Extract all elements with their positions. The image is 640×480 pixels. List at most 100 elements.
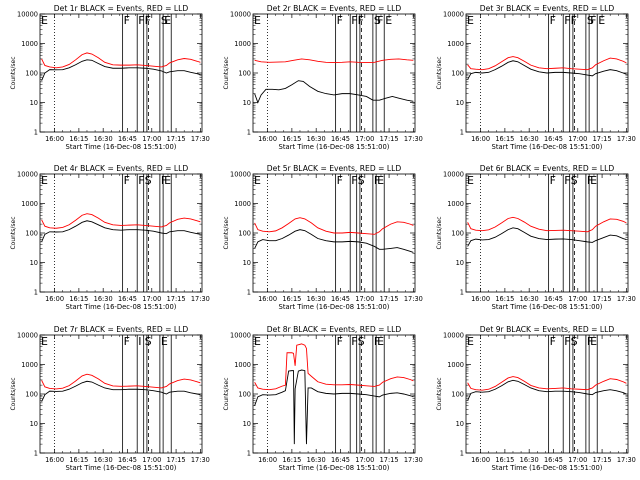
y-axis-label: Counts/sec xyxy=(10,56,17,89)
y-tick-label: 10000 xyxy=(230,171,251,179)
x-tick-label: 17:00 xyxy=(568,456,587,464)
chart-panel: Det 8r BLACK = Events, RED = LLD 1 10 100 10… xyxy=(223,325,423,472)
chart-title: Det 4r BLACK = Events, RED = LLD xyxy=(54,164,189,173)
flag-letter: F xyxy=(550,14,556,27)
lld-series-line xyxy=(467,376,627,391)
y-tick-label: 1 xyxy=(34,129,38,137)
flag-letter: F xyxy=(587,174,593,187)
chart-panel: Det 9r BLACK = Events, RED = LLD 1 10 100 10… xyxy=(436,325,636,472)
flag-letter: F xyxy=(124,174,130,187)
flag-letter: F xyxy=(337,335,343,348)
plot-frame xyxy=(39,173,203,293)
flag-letter: E xyxy=(467,174,474,187)
flag-letter: F xyxy=(587,335,593,348)
y-tick-label: 1000 xyxy=(234,361,251,369)
events-series-line xyxy=(41,220,201,243)
x-tick-label: 16:30 xyxy=(94,456,113,464)
flag-letter: F xyxy=(124,335,130,348)
x-tick-label: 17:00 xyxy=(142,135,161,143)
y-tick-label: 10 xyxy=(456,99,464,107)
flag-letter: F xyxy=(351,335,357,348)
flag-letter: E xyxy=(467,14,474,27)
x-tick-label: 17:00 xyxy=(568,135,587,143)
y-tick-label: 10000 xyxy=(443,171,464,179)
x-axis-label: Start Time (16-Dec-08 15:51:00) xyxy=(492,143,603,151)
x-axis-label: Start Time (16-Dec-08 15:51:00) xyxy=(492,303,603,311)
lld-series-line xyxy=(41,52,201,69)
x-tick-label: 16:15 xyxy=(495,135,514,143)
x-tick-label: 17:15 xyxy=(380,456,399,464)
flag-letter: F xyxy=(374,335,380,348)
flag-letter: F xyxy=(337,174,343,187)
plot-frame xyxy=(39,13,203,133)
flag-letter: S xyxy=(571,174,578,187)
y-tick-label: 100 xyxy=(451,230,464,238)
y-axis-label: Counts/sec xyxy=(223,216,230,249)
x-tick-label: 17:15 xyxy=(380,295,399,303)
y-tick-label: 10000 xyxy=(17,332,38,340)
chart-panel: Det 2r BLACK = Events, RED = LLD 1 10 100 10… xyxy=(223,4,423,151)
flag-letter: F xyxy=(161,174,167,187)
y-tick-label: 10000 xyxy=(443,11,464,19)
chart-panel: Det 3r BLACK = Events, RED = LLD 1 10 100 10… xyxy=(436,4,636,151)
x-tick-label: 17:00 xyxy=(355,295,374,303)
flag-letter: S xyxy=(374,14,381,27)
x-tick-label: 16:00 xyxy=(45,456,64,464)
flag-letter: E xyxy=(377,174,384,187)
y-tick-label: 10000 xyxy=(230,11,251,19)
flag-letter: E xyxy=(598,14,605,27)
y-tick-label: 10000 xyxy=(17,11,38,19)
flag-letter: E xyxy=(41,14,48,27)
lld-series-line xyxy=(467,56,627,71)
flag-letter: S xyxy=(145,174,152,187)
lld-series-line xyxy=(467,216,627,233)
x-tick-label: 16:45 xyxy=(331,135,350,143)
lld-series-line xyxy=(41,213,201,229)
chart-title: Det 7r BLACK = Events, RED = LLD xyxy=(54,325,189,334)
plot-frame xyxy=(252,13,416,133)
y-axis-label: Counts/sec xyxy=(436,216,443,249)
x-tick-label: 16:00 xyxy=(471,295,490,303)
x-axis-label: Start Time (16-Dec-08 15:51:00) xyxy=(66,464,177,472)
y-tick-label: 1 xyxy=(34,289,38,297)
x-tick-label: 16:00 xyxy=(471,456,490,464)
x-tick-label: 16:30 xyxy=(307,135,326,143)
events-series-line xyxy=(41,59,201,81)
flag-letter: S xyxy=(145,335,152,348)
y-tick-label: 10 xyxy=(243,420,251,428)
flag-letter: E xyxy=(254,335,261,348)
flag-letter: F xyxy=(124,14,130,27)
x-tick-label: 17:30 xyxy=(617,135,636,143)
flag-letter: E xyxy=(590,335,597,348)
x-tick-label: 16:15 xyxy=(69,295,88,303)
x-tick-label: 16:45 xyxy=(544,456,563,464)
y-tick-label: 10 xyxy=(456,420,464,428)
y-tick-label: 1000 xyxy=(21,200,38,208)
flag-letter: F xyxy=(138,14,144,27)
x-axis-label: Start Time (16-Dec-08 15:51:00) xyxy=(279,143,390,151)
x-tick-label: 16:15 xyxy=(69,456,88,464)
flag-letter: F xyxy=(351,14,357,27)
x-axis-label: Start Time (16-Dec-08 15:51:00) xyxy=(279,303,390,311)
x-tick-label: 16:30 xyxy=(520,135,539,143)
x-tick-label: 17:00 xyxy=(568,295,587,303)
x-tick-label: 16:45 xyxy=(544,135,563,143)
chart-panel: Det 4r BLACK = Events, RED = LLD 1 10 100 10… xyxy=(10,164,210,311)
x-tick-label: 16:15 xyxy=(282,135,301,143)
y-tick-label: 100 xyxy=(451,391,464,399)
y-tick-label: 100 xyxy=(238,230,251,238)
flag-letter: F xyxy=(351,174,357,187)
flag-letter: I xyxy=(138,335,141,348)
flag-letter: E xyxy=(377,335,384,348)
flag-letter: E xyxy=(590,174,597,187)
chart-title: Det 9r BLACK = Events, RED = LLD xyxy=(480,325,615,334)
y-tick-label: 10 xyxy=(456,259,464,267)
y-tick-label: 1000 xyxy=(21,361,38,369)
y-tick-label: 100 xyxy=(238,391,251,399)
flag-letter: F xyxy=(550,335,556,348)
plot-frame xyxy=(465,173,629,293)
y-tick-label: 1000 xyxy=(447,200,464,208)
plot-frame xyxy=(465,334,629,454)
y-tick-label: 10 xyxy=(30,99,38,107)
